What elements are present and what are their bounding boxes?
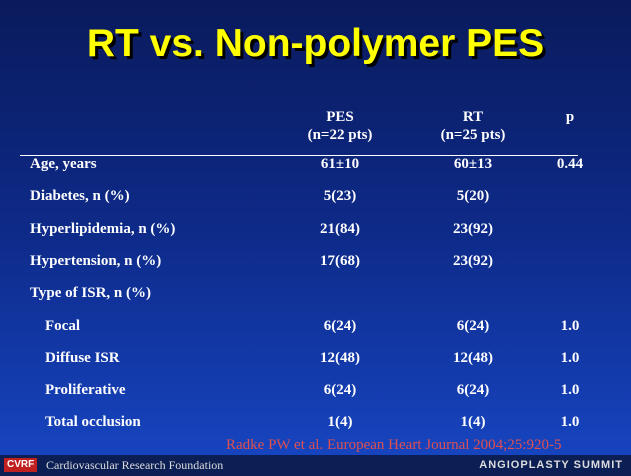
row-label: Diffuse ISR (45, 349, 120, 366)
cell: 1(4) (327, 414, 353, 431)
row-label: Type of ISR, n (%) (30, 285, 151, 302)
cell: 5(20) (456, 188, 490, 205)
column-header: RT (462, 109, 484, 125)
row-label: Hyperlipidemia, n (%) (30, 220, 176, 237)
cell: 1(4) (460, 414, 486, 431)
cell: 1.0 (560, 349, 580, 366)
row-label: Focal (45, 317, 80, 334)
row-label: Total occlusion (45, 414, 141, 431)
cell: 12(48) (320, 349, 360, 366)
event: ANGIOPLASTY SUMMIT (479, 459, 623, 471)
column-header: p (565, 109, 575, 125)
column-header: PES (326, 109, 354, 125)
row-label: Diabetes, n (%) (30, 188, 130, 205)
footer: CVRF Cardiovascular Research Foundation … (0, 455, 631, 476)
cell: 23(92) (453, 252, 493, 269)
cell: 21(84) (320, 220, 360, 237)
cell: 6(24) (323, 317, 357, 334)
cell: 23(92) (453, 220, 493, 237)
row-label: Age, years (30, 156, 97, 172)
cell: 17(68) (320, 252, 360, 269)
organization: Cardiovascular Research Foundation (46, 458, 224, 472)
cell: 1.0 (560, 414, 580, 431)
row-label: Proliferative (45, 382, 126, 399)
cell: 1.0 (560, 317, 580, 334)
cell: 5(23) (323, 188, 357, 205)
cell: 6(24) (456, 382, 490, 399)
cell: 6(24) (323, 382, 357, 399)
column-header: (n=22 pts) (307, 127, 373, 143)
cell: 60±13 (453, 156, 493, 172)
title: RT vs. Non-polymer PES (86, 22, 545, 65)
column-header: (n=25 pts) (440, 127, 506, 143)
citation: Radke PW et al. European Heart Journal 2… (226, 437, 562, 453)
header-rule (20, 155, 578, 156)
logo: CVRF (4, 458, 38, 472)
cell: 6(24) (456, 317, 490, 334)
cell: 61±10 (320, 156, 360, 172)
cell: 12(48) (453, 349, 493, 366)
cell: 1.0 (560, 382, 580, 399)
cell: 0.44 (556, 156, 584, 172)
row-label: Hypertension, n (%) (30, 252, 162, 269)
